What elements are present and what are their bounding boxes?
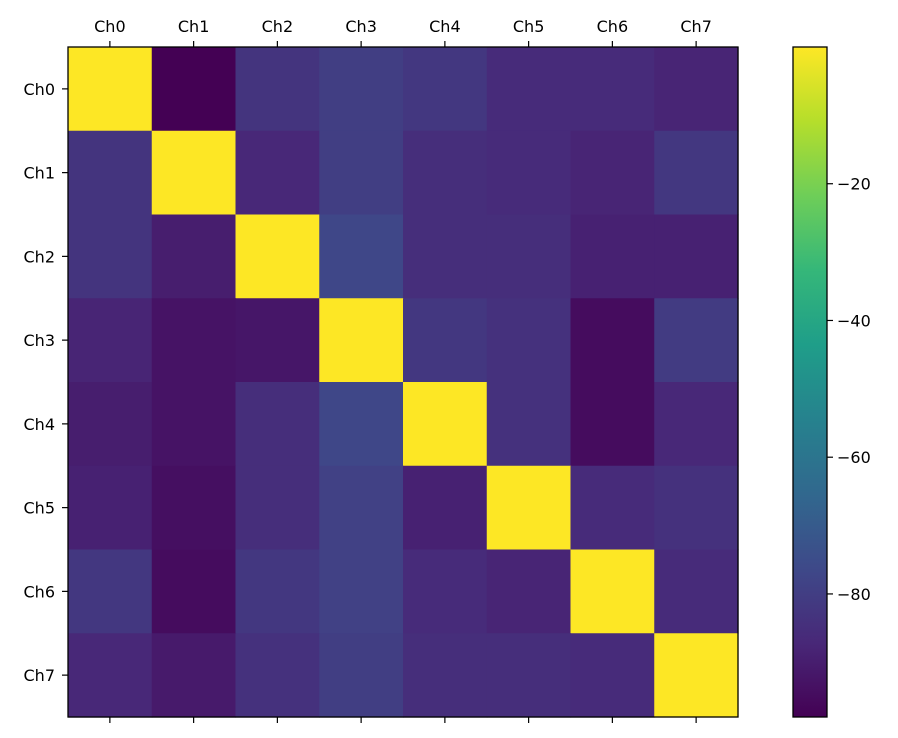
colorbar-tick-label: −20 [837, 175, 871, 194]
heatmap-cell-r7-c3 [319, 633, 404, 718]
heatmap-cell-r3-c6 [570, 298, 655, 383]
heatmap-cell-r4-c4 [403, 382, 488, 467]
x-tick-label: Ch2 [262, 17, 294, 36]
heatmap-cell-r2-c0 [68, 214, 153, 299]
heatmap-cell-r2-c6 [570, 214, 655, 299]
x-tick-label: Ch0 [94, 17, 126, 36]
heatmap-cell-r2-c3 [319, 214, 404, 299]
heatmap-cell-r4-c6 [570, 382, 655, 467]
colorbar: −80 −60 −40 −20 [792, 46, 871, 718]
heatmap-cell-r5-c6 [570, 465, 655, 551]
y-axis: Ch0 Ch1 Ch2 Ch3 Ch4 Ch5 Ch6 Ch7 [24, 80, 68, 685]
x-tick-label: Ch1 [178, 17, 210, 36]
heatmap-cell-r1-c2 [235, 130, 320, 216]
y-tick-label: Ch4 [24, 415, 56, 434]
heatmap-cell-r0-c1 [151, 47, 237, 132]
heatmap-cell-r2-c5 [486, 214, 572, 299]
x-tick-label: Ch7 [680, 17, 712, 36]
heatmap-cell-r3-c1 [151, 298, 237, 383]
y-tick-label: Ch7 [24, 666, 56, 685]
colorbar-tick-label: −60 [837, 448, 871, 467]
colorbar-tick-label: −80 [837, 585, 871, 604]
heatmap-cell-r7-c6 [570, 633, 655, 718]
heatmap-cell-r7-c2 [235, 633, 320, 718]
heatmap-cell-r7-c1 [151, 633, 237, 718]
heatmap-cell-r0-c4 [403, 47, 488, 132]
heatmap-cell-r4-c0 [68, 382, 153, 467]
heatmap-cell-r3-c2 [235, 298, 320, 383]
heatmap-cell-r6-c5 [486, 549, 572, 634]
heatmap-cell-r6-c0 [68, 549, 153, 634]
heatmap-cell-r5-c0 [68, 465, 153, 551]
heatmap-cell-r7-c5 [486, 633, 572, 718]
x-tick-label: Ch3 [345, 17, 377, 36]
heatmap-cell-r1-c5 [486, 130, 572, 216]
heatmap-cell-r3-c4 [403, 298, 488, 383]
heatmap-cell-r5-c2 [235, 465, 320, 551]
y-tick-label: Ch6 [24, 582, 56, 601]
y-tick-label: Ch0 [24, 80, 56, 99]
colorbar-gradient [792, 46, 828, 718]
heatmap-cell-r0-c6 [570, 47, 655, 132]
heatmap-cell-r2-c1 [151, 214, 237, 299]
heatmap-cell-r5-c1 [151, 465, 237, 551]
heatmap-cell-r7-c4 [403, 633, 488, 718]
x-axis: Ch0 Ch1 Ch2 Ch3 Ch4 Ch5 Ch6 Ch7 [94, 17, 712, 723]
heatmap-cell-r0-c5 [486, 47, 572, 132]
y-tick-label: Ch2 [24, 247, 56, 266]
heatmap-cell-r5-c7 [654, 465, 739, 551]
heatmap-cell-r6-c2 [235, 549, 320, 634]
heatmap-cell-r3-c0 [68, 298, 153, 383]
heatmap-cell-r6-c3 [319, 549, 404, 634]
heatmap-cell-r7-c7 [654, 633, 739, 718]
y-tick-label: Ch3 [24, 331, 56, 350]
x-tick-label: Ch6 [597, 17, 629, 36]
heatmap-cell-r5-c4 [403, 465, 488, 551]
heatmap-cell-r4-c7 [654, 382, 739, 467]
heatmap-cell-r3-c3 [319, 298, 404, 383]
heatmap-cell-r7-c0 [68, 633, 153, 718]
heatmap-cell-r1-c7 [654, 130, 739, 216]
heatmap-cell-r6-c6 [570, 549, 655, 634]
colorbar-ticks: −80 −60 −40 −20 [827, 175, 871, 604]
heatmap-cell-r0-c0 [68, 47, 153, 132]
heatmap-cell-r6-c1 [151, 549, 237, 634]
heatmap-cell-r4-c5 [486, 382, 572, 467]
heatmap-cell-r1-c1 [151, 130, 237, 216]
heatmap-cell-r5-c5 [486, 465, 572, 551]
heatmap-cells [68, 47, 739, 718]
heatmap-cell-r2-c4 [403, 214, 488, 299]
y-tick-label: Ch5 [24, 499, 56, 518]
heatmap-cell-r4-c1 [151, 382, 237, 467]
heatmap-cell-r4-c2 [235, 382, 320, 467]
heatmap-cell-r0-c7 [654, 47, 739, 132]
heatmap-cell-r2-c2 [235, 214, 320, 299]
colorbar-tick-label: −40 [837, 311, 871, 330]
heatmap-cell-r1-c6 [570, 130, 655, 216]
heatmap-cell-r6-c7 [654, 549, 739, 634]
heatmap-cell-r1-c3 [319, 130, 404, 216]
heatmap-cell-r5-c3 [319, 465, 404, 551]
y-tick-label: Ch1 [24, 164, 56, 183]
heatmap-cell-r4-c3 [319, 382, 404, 467]
heatmap-cell-r3-c7 [654, 298, 739, 383]
heatmap-cell-r1-c4 [403, 130, 488, 216]
x-tick-label: Ch4 [429, 17, 461, 36]
heatmap-cell-r0-c2 [235, 47, 320, 132]
heatmap-cell-r0-c3 [319, 47, 404, 132]
heatmap-cell-r3-c5 [486, 298, 572, 383]
plot-frame [67, 46, 739, 718]
heatmap-cell-r2-c7 [654, 214, 739, 299]
heatmap-cell-r1-c0 [68, 130, 153, 216]
heatmap-cell-r6-c4 [403, 549, 488, 634]
x-tick-label: Ch5 [513, 17, 545, 36]
